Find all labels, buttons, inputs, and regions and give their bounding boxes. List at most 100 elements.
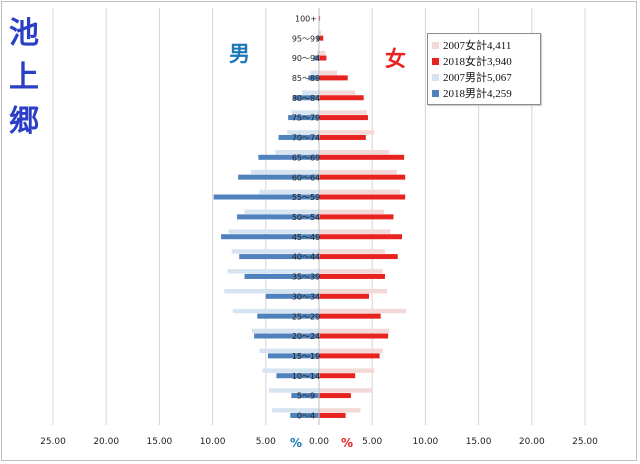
x-tick-label: 5.00	[256, 437, 276, 447]
bar-male-2007	[259, 348, 319, 353]
bar-female-2007	[319, 110, 367, 115]
bar-male-2007	[272, 408, 319, 413]
bar-female-2007	[319, 249, 385, 254]
age-label: 5～9	[297, 392, 315, 401]
bar-male-2018	[291, 393, 319, 399]
female-percent-label: %	[341, 436, 354, 450]
bar-female-2018	[319, 134, 366, 140]
age-label: 20～24	[292, 332, 320, 341]
bar-male-2018	[313, 55, 319, 61]
bar-male-2018	[293, 95, 319, 101]
bar-female-2007	[319, 50, 326, 56]
bar-female-2007	[319, 229, 391, 234]
bar-male-2007	[224, 289, 319, 294]
bar-male-2007	[310, 70, 319, 75]
bar-female-2018	[319, 353, 380, 359]
age-label: 40～44	[292, 253, 320, 262]
bar-female-2018	[319, 412, 346, 418]
bar-male-2018	[254, 333, 319, 339]
bar-male-2018	[267, 353, 319, 359]
legend-entry: 2018男計4,259	[432, 85, 540, 101]
age-label: 55～59	[292, 193, 320, 202]
legend-label: 2018男計4,259	[443, 88, 512, 100]
bar-female-2007	[319, 388, 373, 393]
x-tick-label: 20.00	[93, 437, 119, 447]
bar-male-2018	[290, 412, 319, 418]
bar-male-2018	[221, 234, 319, 240]
x-tick-label: 10.00	[413, 437, 439, 447]
age-label: 0～4	[297, 412, 315, 421]
age-label: 90～94	[292, 54, 320, 63]
bar-male-2007	[231, 249, 319, 254]
bar-male-2007	[317, 30, 319, 36]
bar-female-2018	[319, 393, 351, 399]
legend-swatch	[432, 41, 439, 49]
vertical-title: 池 上 郷	[6, 12, 42, 144]
bar-female-2007	[319, 269, 383, 274]
age-label: 70～74	[292, 134, 320, 143]
bar-male-2007	[268, 388, 319, 393]
bar-male-2018	[308, 75, 319, 81]
legend-label: 2007男計5,067	[443, 72, 512, 84]
age-label: 85～89	[292, 74, 320, 83]
bar-male-2018	[258, 154, 319, 160]
legend-entry: 2007女計4,411	[432, 37, 540, 53]
age-label: 95～99	[292, 34, 320, 43]
bar-male-2018	[213, 194, 319, 200]
age-label: 15～19	[292, 352, 320, 361]
x-tick-label: 25.00	[40, 437, 66, 447]
bar-female-2018	[319, 313, 381, 319]
age-label: 30～34	[292, 292, 320, 301]
title-char-3: 郷	[9, 104, 39, 139]
bar-male-2007	[250, 169, 319, 175]
bar-male-2018	[276, 373, 319, 379]
bar-female-2018	[319, 214, 394, 220]
bar-female-2007	[319, 189, 400, 195]
x-tick-label: 20.00	[519, 437, 545, 447]
bar-male-2018	[244, 273, 319, 279]
bars	[213, 8, 407, 425]
age-label: 45～49	[292, 233, 320, 242]
age-label: 80～84	[292, 94, 320, 103]
bar-female-2007	[319, 90, 356, 95]
age-label: 35～39	[292, 273, 320, 282]
bar-female-2007	[319, 70, 338, 75]
bar-male-2007	[287, 130, 319, 135]
bar-female-2007	[319, 289, 388, 294]
bar-male-2018	[237, 214, 319, 220]
legend-swatch	[432, 73, 439, 81]
bar-female-2018	[319, 15, 321, 21]
bar-female-2007	[319, 30, 322, 36]
bar-female-2018	[319, 373, 356, 379]
bar-female-2018	[319, 254, 398, 260]
bar-female-2007	[319, 328, 390, 334]
female-side-label: 女	[385, 47, 406, 71]
bar-female-2018	[319, 55, 327, 61]
x-axis: 25.00 20.00 15.00 10.00 5.00 0.00 5.00 10.00 15.…	[40, 437, 598, 447]
bar-female-2007	[319, 408, 361, 413]
bar-male-2018	[265, 293, 319, 299]
bar-female-2018	[319, 194, 406, 200]
legend-entry: 2007男計5,067	[432, 69, 540, 85]
bar-male-2007	[301, 90, 319, 95]
bar-female-2007	[319, 130, 375, 135]
legend-label: 2018女計3,940	[443, 56, 512, 68]
bar-female-2018	[319, 293, 370, 299]
x-tick-label: 25.00	[572, 437, 598, 447]
bar-female-2007	[319, 308, 407, 314]
bar-female-2018	[319, 115, 368, 121]
legend-label: 2007女計4,411	[443, 40, 512, 52]
legend-entry: 2018女計3,940	[432, 53, 540, 69]
x-tick-label: 15.00	[466, 437, 492, 447]
age-label: 65～69	[292, 153, 320, 162]
bar-male-2007	[259, 189, 319, 195]
bar-male-2018	[257, 313, 319, 319]
bar-female-2018	[319, 154, 405, 160]
legend-swatch	[432, 89, 439, 97]
bar-male-2007	[251, 328, 319, 334]
x-tick-label: 15.00	[147, 437, 173, 447]
male-side-label: 男	[229, 42, 250, 66]
legend-swatch	[432, 57, 439, 65]
bar-female-2018	[319, 273, 385, 279]
